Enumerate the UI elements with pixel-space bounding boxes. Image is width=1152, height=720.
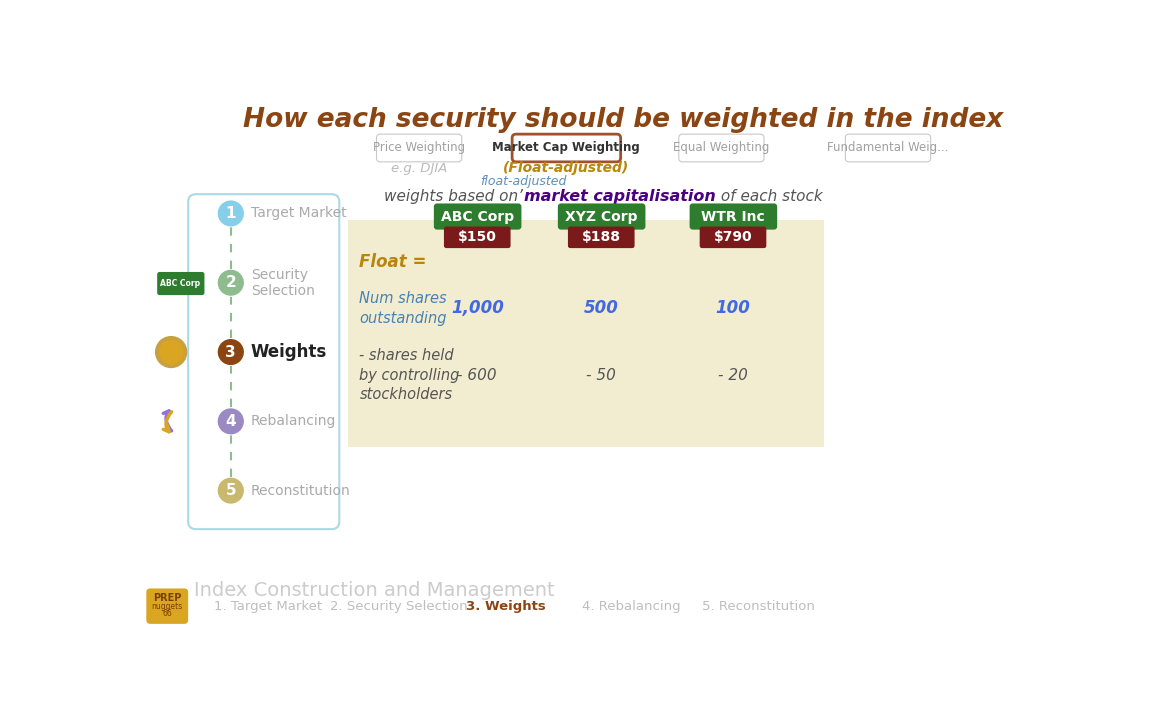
Text: market capitalisation: market capitalisation xyxy=(524,189,715,204)
FancyBboxPatch shape xyxy=(348,220,825,446)
Circle shape xyxy=(159,341,183,364)
Text: 3. Weights: 3. Weights xyxy=(465,600,545,613)
Text: 1,000: 1,000 xyxy=(450,300,503,317)
Text: WTR Inc: WTR Inc xyxy=(702,210,765,223)
Text: Index Construction and Management: Index Construction and Management xyxy=(195,581,555,600)
Text: 100: 100 xyxy=(715,300,750,317)
Text: 500: 500 xyxy=(584,300,619,317)
Text: Rebalancing: Rebalancing xyxy=(251,414,336,428)
Text: 5: 5 xyxy=(226,483,236,498)
FancyBboxPatch shape xyxy=(513,134,621,162)
Text: e.g. DJIA: e.g. DJIA xyxy=(391,161,447,174)
Text: (Float-adjusted): (Float-adjusted) xyxy=(503,161,629,175)
FancyBboxPatch shape xyxy=(444,227,510,248)
Text: 3: 3 xyxy=(226,345,236,359)
Text: $188: $188 xyxy=(582,230,621,244)
Text: ABC Corp: ABC Corp xyxy=(441,210,514,223)
FancyBboxPatch shape xyxy=(690,204,778,230)
FancyBboxPatch shape xyxy=(146,588,188,624)
FancyBboxPatch shape xyxy=(699,227,766,248)
Text: Equal Weighting: Equal Weighting xyxy=(673,142,770,155)
Text: $790: $790 xyxy=(714,230,752,244)
FancyBboxPatch shape xyxy=(679,134,764,162)
Text: Market Cap Weighting: Market Cap Weighting xyxy=(493,142,641,155)
Text: How each security should be weighted in the index: How each security should be weighted in … xyxy=(243,107,1003,133)
Circle shape xyxy=(219,201,243,226)
Text: 66: 66 xyxy=(162,608,172,618)
Text: $150: $150 xyxy=(457,230,497,244)
Text: PREP: PREP xyxy=(153,593,181,603)
Circle shape xyxy=(219,340,243,364)
Text: of each stock: of each stock xyxy=(715,189,823,204)
Text: 2: 2 xyxy=(226,275,236,290)
FancyBboxPatch shape xyxy=(157,272,204,295)
Circle shape xyxy=(156,337,187,367)
Circle shape xyxy=(219,271,243,295)
Text: Price Weighting: Price Weighting xyxy=(373,142,465,155)
Text: Float =: Float = xyxy=(359,253,427,271)
Text: - 20: - 20 xyxy=(718,368,748,382)
Text: Reconstitution: Reconstitution xyxy=(251,484,350,498)
Text: - shares held
by controlling
stockholders: - shares held by controlling stockholder… xyxy=(359,348,460,402)
Text: Fundamental Weig...: Fundamental Weig... xyxy=(827,142,949,155)
Text: Target Market: Target Market xyxy=(251,207,347,220)
Text: 1. Target Market: 1. Target Market xyxy=(214,600,321,613)
FancyBboxPatch shape xyxy=(558,204,645,230)
Text: 5. Reconstitution: 5. Reconstitution xyxy=(702,600,814,613)
FancyBboxPatch shape xyxy=(377,134,462,162)
Text: weights based on’: weights based on’ xyxy=(385,189,523,204)
Text: Weights: Weights xyxy=(251,343,327,361)
FancyBboxPatch shape xyxy=(846,134,931,162)
Text: 4. Rebalancing: 4. Rebalancing xyxy=(582,600,681,613)
FancyBboxPatch shape xyxy=(188,194,340,529)
Text: Security
Selection: Security Selection xyxy=(251,268,314,298)
Circle shape xyxy=(219,478,243,503)
Text: float-adjusted: float-adjusted xyxy=(480,176,567,189)
Text: - 600: - 600 xyxy=(457,368,497,382)
Circle shape xyxy=(219,409,243,433)
FancyBboxPatch shape xyxy=(434,204,522,230)
Text: ABC Corp: ABC Corp xyxy=(160,279,200,288)
Text: 2. Security Selection: 2. Security Selection xyxy=(329,600,468,613)
Text: 1: 1 xyxy=(226,206,236,221)
Text: Num shares
outstanding: Num shares outstanding xyxy=(359,291,447,325)
Text: - 50: - 50 xyxy=(586,368,616,382)
FancyBboxPatch shape xyxy=(568,227,635,248)
Text: nuggets: nuggets xyxy=(152,602,183,611)
Text: XYZ Corp: XYZ Corp xyxy=(564,210,637,223)
Text: 4: 4 xyxy=(226,414,236,429)
